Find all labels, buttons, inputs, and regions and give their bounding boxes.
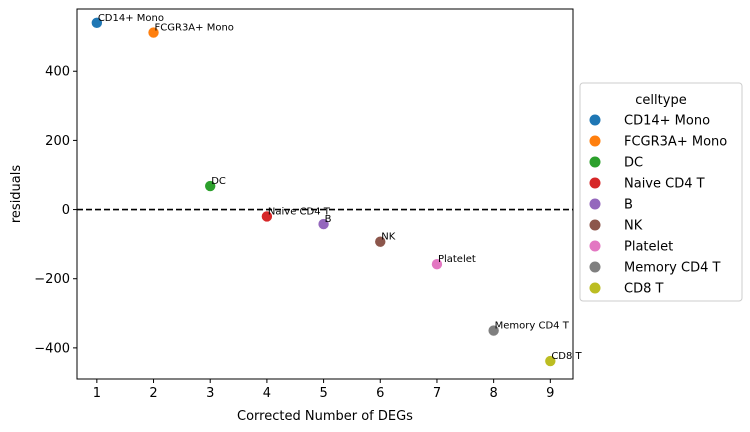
y-tick-label: 400 bbox=[45, 65, 70, 80]
legend-marker bbox=[589, 135, 601, 147]
data-point bbox=[261, 210, 273, 223]
legend-entry: CD14+ Mono bbox=[624, 114, 710, 129]
legend-items: CD14+ Mono FCGR3A+ Mono DC Naive CD4 T B NK Pl… bbox=[589, 114, 727, 297]
y-tick-label: −400 bbox=[34, 341, 70, 356]
point-label: CD8 T bbox=[551, 351, 582, 362]
legend-box bbox=[579, 82, 743, 302]
legend-entry: Naive CD4 T bbox=[624, 177, 705, 192]
point-label: Naive CD4 T bbox=[268, 206, 331, 217]
point-label: Platelet bbox=[438, 254, 476, 265]
x-tick-label: 9 bbox=[546, 386, 554, 401]
legend-entry: CD8 T bbox=[624, 282, 663, 297]
y-axis-ticks: −400 −200 0 200 400 bbox=[34, 65, 77, 356]
x-tick-label: 3 bbox=[206, 386, 214, 401]
point-label: CD14+ Mono bbox=[98, 13, 164, 24]
point-label: B bbox=[325, 214, 332, 225]
legend: celltype CD14+ Mono FCGR3A+ Mono DC Naive C… bbox=[579, 82, 743, 302]
x-tick-label: 8 bbox=[489, 386, 497, 401]
data-point bbox=[544, 355, 557, 367]
y-tick-label: −200 bbox=[34, 272, 70, 287]
y-tick-label: 0 bbox=[62, 203, 70, 218]
x-tick-label: 6 bbox=[376, 386, 384, 401]
y-tick-label: 200 bbox=[45, 134, 70, 149]
legend-marker bbox=[589, 177, 601, 189]
legend-marker bbox=[589, 282, 601, 294]
x-tick-label: 2 bbox=[149, 386, 157, 401]
legend-marker bbox=[589, 219, 601, 231]
legend-marker bbox=[589, 261, 601, 273]
data-points bbox=[91, 17, 557, 367]
x-tick-label: 5 bbox=[319, 386, 327, 401]
x-tick-label: 4 bbox=[263, 386, 271, 401]
x-axis-label: Corrected Number of DEGs bbox=[237, 409, 413, 424]
x-axis-ticks: 1 2 3 4 5 6 7 8 9 bbox=[93, 379, 554, 401]
legend-marker bbox=[589, 156, 601, 168]
legend-marker bbox=[589, 114, 601, 126]
legend-title: celltype bbox=[635, 93, 686, 108]
legend-marker bbox=[589, 198, 601, 210]
point-label: FCGR3A+ Mono bbox=[155, 23, 234, 34]
data-point bbox=[487, 324, 500, 337]
data-point bbox=[204, 180, 217, 192]
x-tick-label: 1 bbox=[93, 386, 101, 401]
legend-entry: Memory CD4 T bbox=[624, 261, 720, 276]
data-point bbox=[431, 258, 443, 270]
point-label: DC bbox=[211, 176, 226, 187]
x-tick-label: 7 bbox=[433, 386, 441, 401]
axes bbox=[76, 8, 574, 380]
data-point bbox=[374, 235, 387, 248]
legend-marker bbox=[589, 240, 601, 252]
y-axis-label: residuals bbox=[9, 165, 24, 224]
data-point bbox=[91, 17, 103, 29]
plot-area bbox=[76, 8, 574, 380]
point-label: Memory CD4 T bbox=[495, 321, 570, 332]
point-label: NK bbox=[381, 232, 395, 243]
legend-entry: Platelet bbox=[624, 240, 673, 255]
legend-entry: NK bbox=[624, 219, 643, 234]
legend-entry: DC bbox=[624, 156, 643, 171]
legend-entry: FCGR3A+ Mono bbox=[624, 135, 727, 150]
data-point bbox=[317, 218, 330, 230]
data-point bbox=[147, 26, 160, 39]
legend-entry: B bbox=[624, 198, 633, 213]
